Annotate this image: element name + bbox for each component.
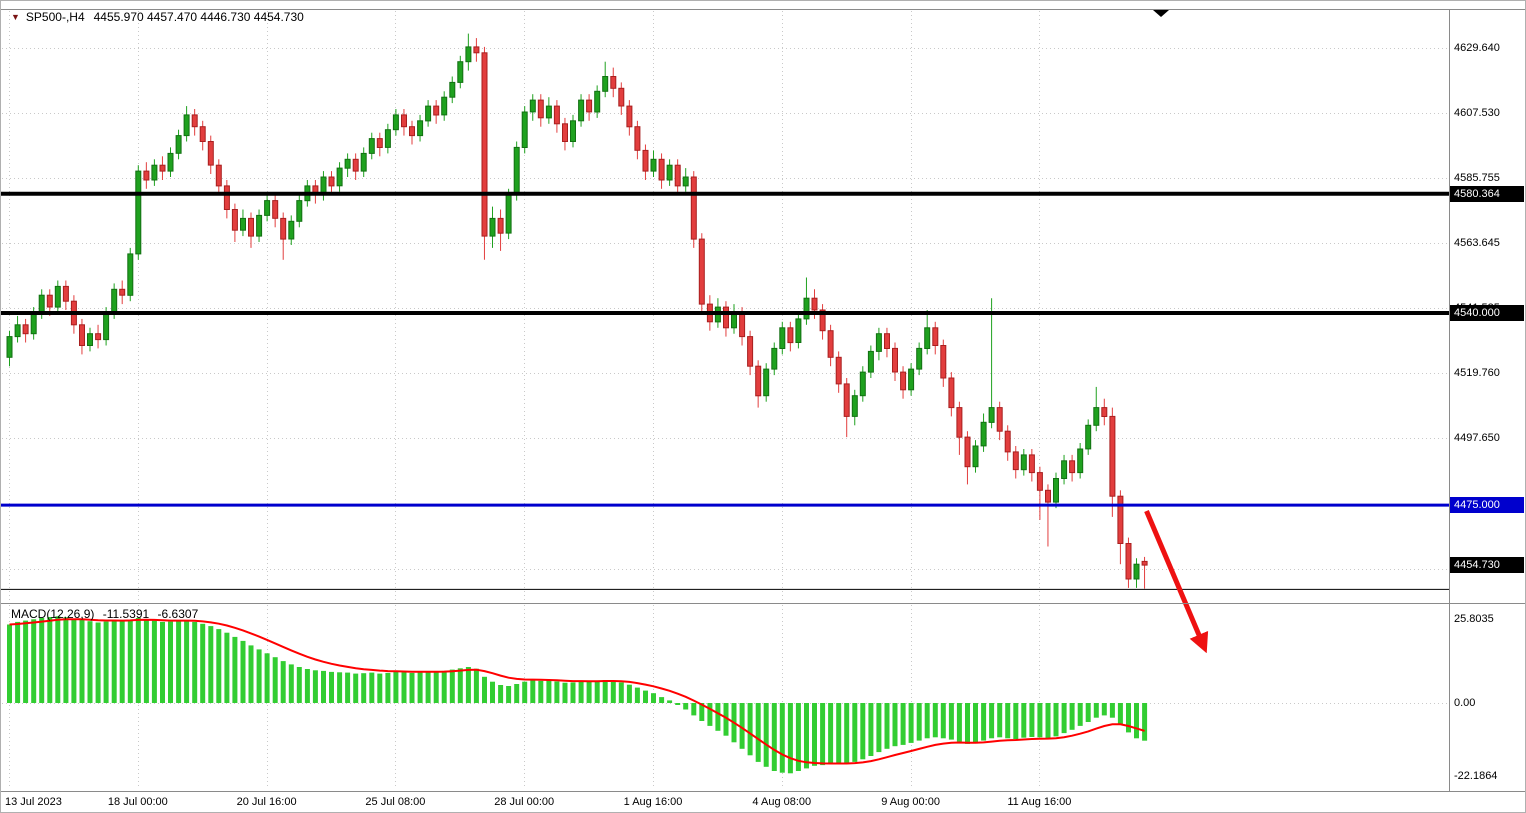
candles (6, 33, 1148, 589)
macd-axis-label: 25.8035 (1454, 612, 1494, 625)
time-axis-label: 18 Jul 00:00 (107, 796, 168, 808)
trend-arrow[interactable] (1144, 510, 1209, 654)
macd-signal-line (9, 618, 1145, 765)
price-axis-label: 4629.640 (1454, 42, 1500, 54)
time-axis-label: 1 Aug 16:00 (623, 796, 683, 808)
macd-indicator-label: MACD(12,26,9) -11.5391 -6.6307 (11, 607, 203, 621)
price-axis-label: 4607.530 (1454, 107, 1500, 120)
time-axis-label: 25 Jul 08:00 (365, 796, 426, 808)
time-axis-label: 11 Aug 16:00 (1007, 796, 1072, 808)
grid (2, 11, 1448, 789)
chart-top-border (1, 9, 1525, 10)
time-axis-separator (1, 791, 1525, 792)
bid-price-badge: 4454.730 (1450, 557, 1524, 574)
time-axis-label: 13 Jul 2023 (5, 796, 62, 808)
time-axis-label: 20 Jul 16:00 (236, 796, 297, 808)
price-axis-label: 4497.650 (1454, 432, 1500, 445)
macd-signal-value: -6.6307 (157, 607, 199, 621)
time-axis-label: 4 Aug 08:00 (752, 796, 812, 808)
price-line-badge: 4540.000 (1450, 304, 1524, 321)
chart-title: ▼ SP500-,H4 4455.970 4457.470 4446.730 4… (11, 10, 304, 24)
time-axis-label: 9 Aug 00:00 (881, 796, 940, 808)
price-line-badge: 4580.364 (1450, 185, 1524, 202)
symbol-marker-icon[interactable]: ▼ (11, 11, 20, 22)
macd-axis-label: 0.00 (1454, 697, 1476, 709)
symbol-timeframe-label: SP500-,H4 (25, 10, 85, 24)
price-scale-separator (1449, 9, 1450, 791)
scroll-to-end-icon[interactable] (1153, 10, 1169, 17)
macd-main-value: -11.5391 (102, 607, 150, 621)
macd-name: MACD(12,26,9) (11, 607, 95, 621)
macd-histogram (7, 616, 1148, 774)
pane-separator[interactable] (1, 603, 1525, 604)
price-axis-label: 4519.760 (1454, 366, 1500, 379)
price-axis-label: 4585.755 (1454, 171, 1500, 184)
time-axis-label: 28 Jul 00:00 (494, 796, 555, 808)
ohlc-values: 4455.970 4457.470 4446.730 4454.730 (93, 10, 304, 24)
price-line-badge: 4475.000 (1450, 497, 1524, 514)
price-axis-label: 4563.645 (1454, 237, 1500, 250)
macd-axis-label: -22.1864 (1454, 769, 1498, 782)
